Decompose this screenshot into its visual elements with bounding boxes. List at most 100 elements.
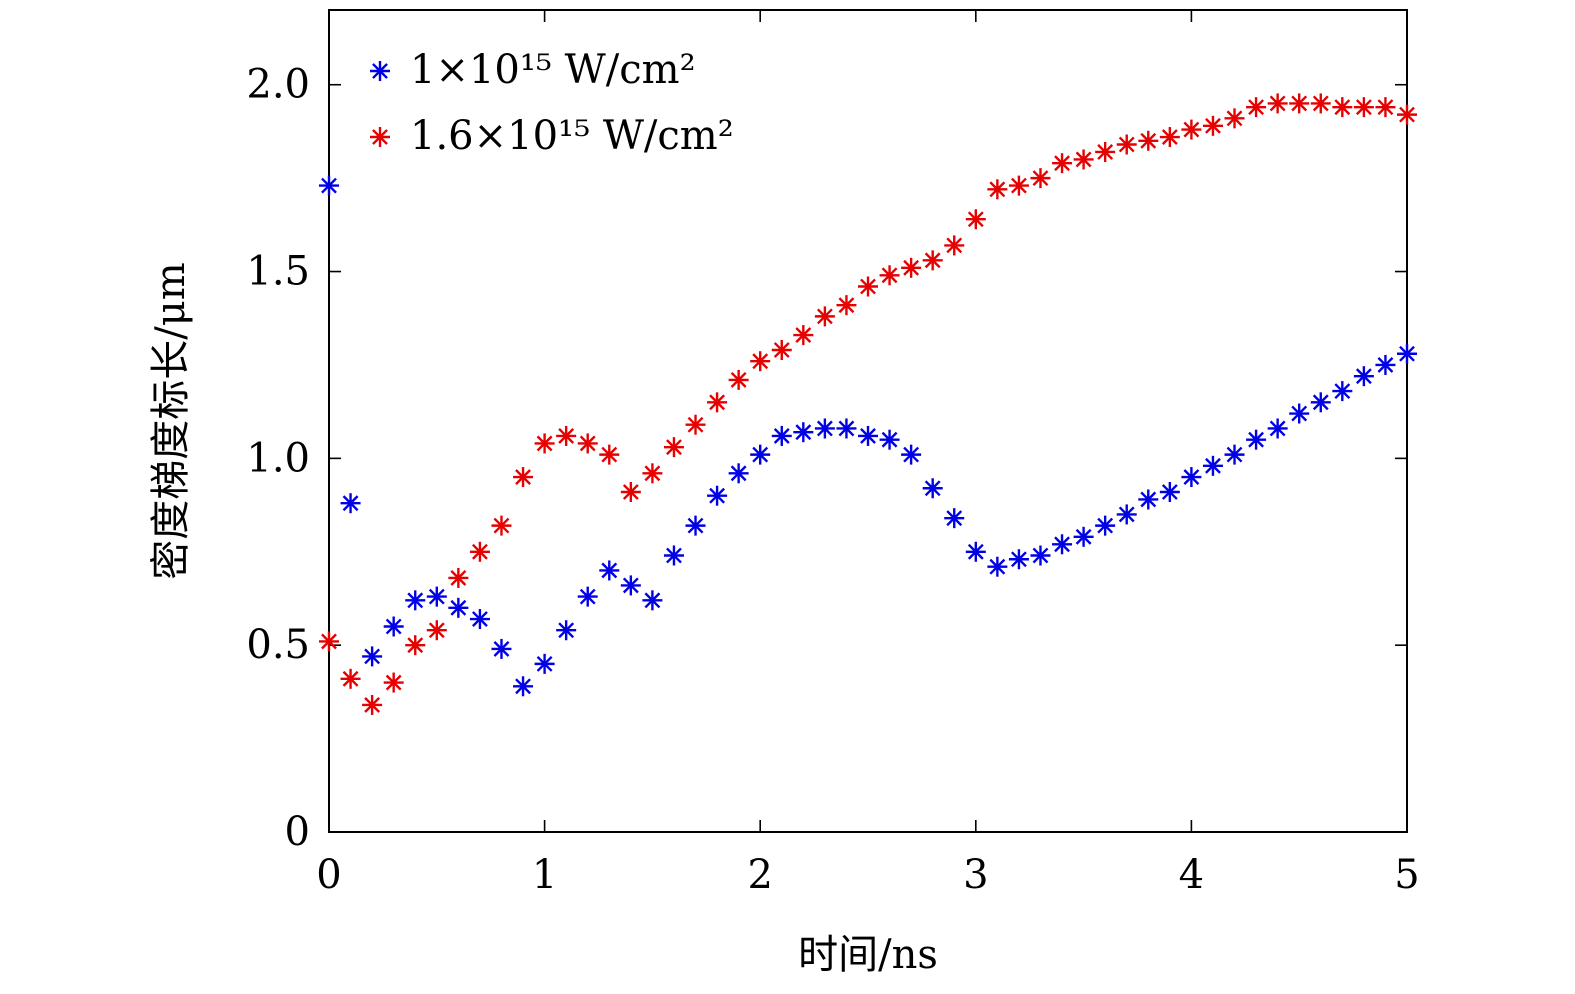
data-point-series-2 — [685, 414, 706, 435]
legend-asterisk-series-1 — [370, 61, 390, 81]
data-point-series-2 — [793, 325, 814, 346]
data-point-series-1 — [426, 586, 447, 607]
data-point-series-2 — [469, 541, 490, 562]
data-point-series-1 — [448, 597, 469, 618]
y-tick-label: 1.5 — [246, 249, 310, 295]
data-point-series-1 — [1030, 545, 1051, 566]
data-point-series-1 — [987, 556, 1008, 577]
x-tick-label: 3 — [963, 852, 988, 898]
data-point-series-2 — [1073, 149, 1094, 170]
data-point-series-1 — [1052, 534, 1073, 555]
data-point-series-1 — [663, 545, 684, 566]
data-point-series-1 — [707, 485, 728, 506]
x-tick-label: 5 — [1394, 852, 1419, 898]
axis-tick-labels: 0 1 2 3 4 5 0 0.5 1.0 1.5 2.0 — [246, 62, 1419, 898]
y-axis-title: 密度梯度标长/μm — [148, 262, 194, 579]
data-point-series-1 — [642, 590, 663, 611]
legend-marker-series-1 — [370, 61, 390, 81]
data-point-series-1 — [620, 575, 641, 596]
data-point-series-2 — [879, 265, 900, 286]
data-point-series-1 — [362, 646, 383, 667]
data-point-series-2 — [1353, 97, 1374, 118]
data-point-series-2 — [1246, 97, 1267, 118]
data-point-series-2 — [1310, 93, 1331, 114]
data-point-series-2 — [340, 668, 361, 689]
data-point-series-1 — [1397, 343, 1417, 364]
y-tick-label: 0.5 — [246, 622, 310, 668]
data-point-series-2 — [707, 392, 728, 413]
data-point-series-2 — [1052, 153, 1073, 174]
data-point-series-1 — [577, 586, 598, 607]
data-point-series-1 — [1116, 504, 1137, 525]
data-point-series-1 — [1267, 418, 1288, 439]
x-axis-title: 时间/ns — [798, 932, 938, 978]
data-point-series-2 — [771, 340, 792, 361]
data-point-series-1 — [319, 175, 339, 196]
data-point-series-1 — [685, 515, 706, 536]
data-point-series-2 — [858, 276, 878, 297]
data-point-series-2 — [405, 635, 426, 656]
data-point-series-1 — [858, 425, 878, 446]
data-point-series-1 — [534, 653, 555, 674]
data-point-series-1 — [901, 444, 922, 465]
data-point-series-2 — [944, 235, 965, 256]
data-point-series-1 — [750, 444, 771, 465]
data-point-series-2 — [513, 467, 534, 488]
data-point-series-2 — [319, 631, 339, 652]
data-point-series-1 — [1073, 526, 1094, 547]
data-point-series-1 — [814, 418, 835, 439]
data-point-series-2 — [1332, 97, 1353, 118]
data-point-series-2 — [362, 694, 383, 715]
data-point-series-1 — [793, 422, 814, 443]
data-point-series-2 — [1202, 115, 1223, 136]
data-point-series-2 — [620, 481, 641, 502]
data-point-series-2 — [1181, 119, 1202, 140]
legend-asterisk-series-2 — [370, 127, 390, 147]
data-point-series-2 — [491, 515, 512, 536]
data-point-series-1 — [1202, 455, 1223, 476]
data-point-series-2 — [922, 250, 943, 271]
legend-label-series-1: 1×10¹⁵ W/cm² — [410, 47, 696, 93]
data-point-series-2 — [1095, 141, 1116, 162]
plot-frame — [328, 9, 1408, 833]
data-point-series-1 — [491, 638, 512, 659]
data-point-series-1 — [1246, 429, 1267, 450]
data-point-series-1 — [556, 620, 577, 641]
data-point-series-2 — [750, 351, 771, 372]
y-tick-label: 2.0 — [246, 62, 310, 108]
x-tick-label: 4 — [1179, 852, 1204, 898]
data-point-series-2 — [1289, 93, 1310, 114]
data-point-series-1 — [599, 560, 620, 581]
data-point-series-1 — [922, 478, 943, 499]
data-point-series-2 — [1397, 104, 1417, 125]
data-point-series-2 — [663, 437, 684, 458]
data-point-series-2 — [1375, 97, 1396, 118]
legend: 1×10¹⁵ W/cm² 1.6×10¹⁵ W/cm² — [370, 47, 734, 159]
data-point-series-1 — [836, 418, 857, 439]
data-point-series-2 — [965, 209, 986, 230]
data-markers — [319, 93, 1417, 715]
data-point-series-1 — [513, 676, 534, 697]
data-point-series-2 — [728, 369, 749, 390]
data-point-series-2 — [599, 444, 620, 465]
data-point-series-1 — [1138, 489, 1159, 510]
y-tick-label: 1.0 — [246, 435, 310, 481]
data-point-series-1 — [1289, 403, 1310, 424]
data-point-series-2 — [1138, 130, 1159, 151]
data-point-series-2 — [901, 257, 922, 278]
data-point-series-1 — [405, 590, 426, 611]
data-point-series-2 — [577, 433, 598, 454]
data-point-series-2 — [1224, 108, 1245, 129]
data-point-series-2 — [814, 306, 835, 327]
axis-ticks — [328, 10, 1408, 833]
data-point-series-2 — [642, 463, 663, 484]
data-point-series-2 — [1267, 93, 1288, 114]
data-point-series-1 — [728, 463, 749, 484]
data-point-series-1 — [340, 493, 361, 514]
data-point-series-2 — [1030, 168, 1051, 189]
x-tick-label: 1 — [532, 852, 557, 898]
data-point-series-1 — [1310, 392, 1331, 413]
data-point-series-2 — [448, 567, 469, 588]
data-point-series-1 — [1332, 381, 1353, 402]
